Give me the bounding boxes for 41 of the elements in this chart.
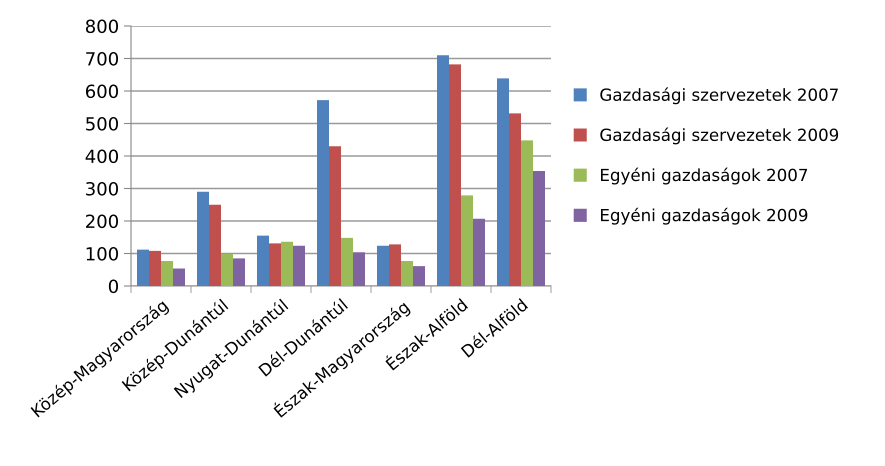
bar: [293, 246, 305, 286]
y-tick-label: 600: [86, 84, 118, 98]
bar: [257, 236, 269, 286]
bar: [353, 252, 365, 286]
bar: [149, 250, 161, 286]
bar: [521, 140, 533, 286]
bar: [437, 55, 449, 286]
bar: [317, 100, 329, 286]
bar: [401, 260, 413, 286]
bar: [341, 238, 353, 286]
bar: [413, 266, 425, 286]
bar: [473, 218, 485, 286]
legend-label: Gazdasági szervezetek 2007: [600, 87, 838, 104]
y-tick-label: 800: [86, 19, 118, 34]
bar: [449, 64, 461, 286]
bar: [461, 195, 473, 286]
bar: [377, 246, 389, 286]
y-tick-label: 100: [86, 246, 118, 261]
y-tick-label: 200: [86, 214, 118, 228]
y-tick-label: 700: [86, 52, 118, 66]
bar: [137, 250, 149, 286]
bar: [509, 113, 521, 286]
bar: [161, 260, 173, 286]
y-tick-label: 300: [86, 182, 118, 196]
y-tick-label: 400: [86, 149, 118, 164]
legend-label: Egyéni gazdaságok 2009: [601, 208, 808, 225]
bar: [497, 78, 509, 286]
y-tick-label: 0: [108, 279, 118, 294]
bar: [173, 268, 185, 286]
bar: [221, 254, 233, 286]
bar: [197, 192, 209, 286]
bar: [209, 204, 221, 286]
bar: [389, 244, 401, 286]
legend-label: Egyéni gazdaságok 2007: [601, 168, 808, 184]
y-tick-label: 500: [86, 116, 118, 131]
bar: [533, 170, 545, 286]
bar: [281, 242, 293, 286]
bar: [269, 243, 281, 286]
legend-label: Gazdasági szervezetek 2009: [600, 128, 838, 144]
bar: [233, 258, 245, 286]
bar: [329, 146, 341, 286]
